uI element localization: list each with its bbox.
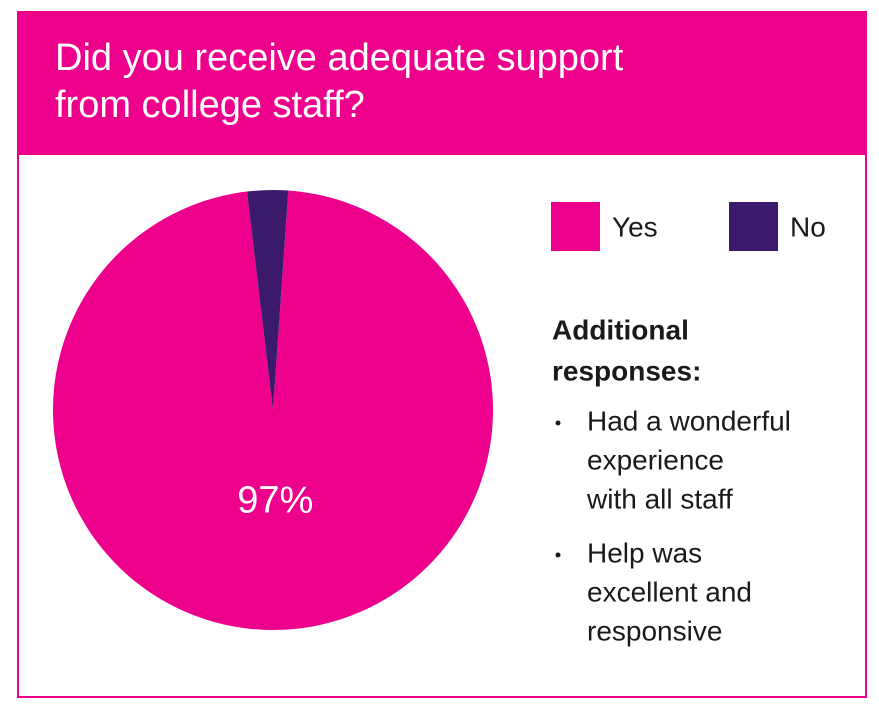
note-item: Help was	[587, 537, 702, 568]
note-item: responsive	[587, 615, 722, 646]
notes-title: Additional	[552, 314, 689, 345]
note-item: experience	[587, 444, 724, 475]
value-label: 97%	[237, 479, 313, 521]
note-item: Had a wonderful	[587, 405, 791, 436]
note-item: excellent and	[587, 576, 752, 607]
legend-swatch	[729, 202, 778, 251]
pie-slice	[246, 189, 289, 410]
chart-title: from college staff?	[55, 84, 365, 126]
legend-label: Yes	[612, 211, 658, 242]
header	[17, 11, 867, 155]
note-item: with all staff	[586, 483, 733, 514]
legend-swatch	[551, 202, 600, 251]
bullet	[555, 552, 561, 558]
notes-title: responses:	[552, 355, 701, 386]
legend-label: No	[790, 211, 826, 242]
chart-title: Did you receive adequate support	[55, 37, 624, 79]
bullet	[555, 420, 561, 426]
pie-slice	[53, 190, 494, 630]
